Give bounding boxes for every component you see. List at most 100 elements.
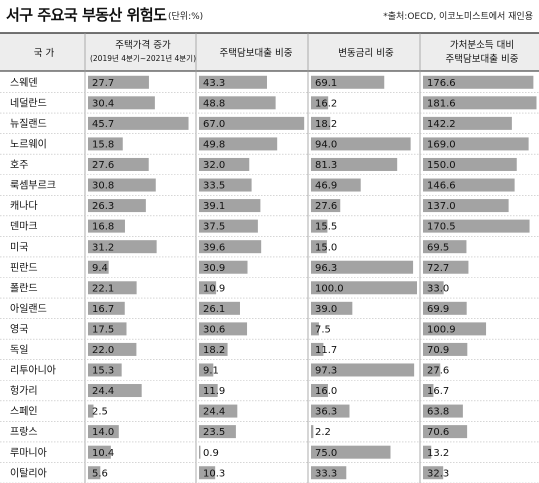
bar-house-price [88, 404, 94, 418]
bar-house-price [88, 240, 157, 254]
country-label: 독일 [10, 344, 28, 356]
value-label-house-price: 22.0 [92, 345, 114, 356]
value-label-house-price: 16.8 [92, 222, 114, 233]
country-label: 네덜란드 [10, 97, 47, 109]
bar-house-price [88, 96, 155, 110]
bar-mortgage-income [423, 384, 434, 398]
country-label: 노르웨이 [10, 139, 47, 151]
country-label: 폴란드 [10, 282, 38, 294]
bar-mortgage-income [423, 281, 444, 295]
bar-mortgage-share [199, 466, 216, 480]
chart-title: 서구 주요국 부동산 위험도 [6, 6, 167, 24]
bar-variable-rate [311, 116, 331, 130]
bar-variable-rate [311, 342, 324, 356]
value-label-variable-rate: 81.3 [315, 160, 337, 171]
bar-mortgage-share [199, 96, 276, 110]
value-label-mortgage-income: 181.6 [427, 98, 456, 109]
bar-mortgage-income [423, 96, 537, 110]
value-label-mortgage-income: 13.2 [427, 448, 449, 459]
header-background [0, 33, 539, 71]
country-label: 리투아니아 [10, 365, 56, 377]
value-label-variable-rate: 39.0 [315, 304, 337, 315]
value-label-variable-rate: 46.9 [315, 181, 337, 192]
chart-unit: (단위:%) [168, 12, 204, 22]
value-label-mortgage-share: 43.3 [203, 78, 225, 89]
value-label-mortgage-share: 0.9 [203, 448, 219, 459]
value-label-mortgage-income: 33.0 [427, 283, 449, 294]
value-label-mortgage-income: 63.8 [427, 407, 449, 418]
value-label-variable-rate: 16.0 [315, 386, 337, 397]
value-label-mortgage-income: 137.0 [427, 201, 456, 212]
country-label: 룩셈부르크 [10, 180, 56, 192]
bar-mortgage-share [199, 281, 217, 295]
value-label-mortgage-share: 30.9 [203, 263, 225, 274]
value-label-mortgage-income: 70.9 [427, 345, 449, 356]
bar-mortgage-income [423, 240, 467, 254]
value-label-mortgage-share: 33.5 [203, 181, 225, 192]
country-label: 스페인 [10, 406, 38, 418]
value-label-mortgage-income: 69.5 [427, 242, 449, 253]
value-label-mortgage-share: 39.1 [203, 201, 225, 212]
header-col4-line1: 가처분소득 대비 [450, 39, 514, 51]
bar-house-price [88, 425, 119, 439]
bar-mortgage-income [423, 116, 512, 130]
bar-variable-rate [311, 404, 350, 418]
chart-source: *출처:OECD, 이코노미스트에서 재인용 [383, 12, 533, 22]
value-label-house-price: 5.6 [92, 468, 108, 479]
bar-mortgage-share [199, 322, 248, 336]
country-label: 덴마크 [10, 221, 38, 233]
bar-house-price [88, 445, 111, 459]
value-label-house-price: 16.7 [92, 304, 114, 315]
value-label-house-price: 27.7 [92, 78, 114, 89]
bar-mortgage-income [423, 157, 517, 171]
bar-mortgage-share [199, 219, 258, 233]
value-label-house-price: 45.7 [92, 119, 114, 130]
bar-mortgage-income [423, 425, 468, 439]
value-label-mortgage-share: 10.9 [203, 283, 225, 294]
value-label-mortgage-income: 170.5 [427, 222, 456, 233]
bar-house-price [88, 281, 137, 295]
value-label-variable-rate: 97.3 [315, 366, 337, 377]
value-label-house-price: 27.6 [92, 160, 114, 171]
value-label-house-price: 26.3 [92, 201, 114, 212]
country-label: 뉴질랜드 [10, 118, 47, 130]
value-label-house-price: 31.2 [92, 242, 114, 253]
value-label-house-price: 30.4 [92, 98, 114, 109]
value-label-house-price: 30.8 [92, 181, 114, 192]
value-label-variable-rate: 94.0 [315, 140, 337, 151]
value-label-variable-rate: 2.2 [315, 427, 331, 438]
bar-variable-rate [311, 96, 329, 110]
value-label-variable-rate: 100.0 [315, 283, 344, 294]
value-label-mortgage-income: 146.6 [427, 181, 456, 192]
bar-mortgage-share [199, 116, 305, 130]
header-col2: 주택담보대출 비중 [220, 47, 293, 59]
bar-mortgage-income [423, 219, 530, 233]
bar-variable-rate [311, 301, 353, 315]
bar-house-price [88, 219, 125, 233]
value-label-mortgage-share: 39.6 [203, 242, 225, 253]
bar-mortgage-share [199, 404, 238, 418]
value-label-mortgage-share: 9.1 [203, 366, 219, 377]
grid-lines [0, 33, 539, 483]
bar-house-price [88, 178, 156, 192]
bar-house-price [88, 322, 127, 336]
value-label-variable-rate: 15.5 [315, 222, 337, 233]
bar-variable-rate [311, 219, 328, 233]
bar-mortgage-income [423, 178, 515, 192]
bar-variable-rate [311, 466, 347, 480]
value-label-mortgage-income: 142.2 [427, 119, 456, 130]
value-label-mortgage-income: 70.6 [427, 427, 449, 438]
bar-mortgage-share [199, 342, 228, 356]
bar-mortgage-share [199, 384, 218, 398]
value-label-mortgage-share: 67.0 [203, 119, 225, 130]
bar-mortgage-share [199, 137, 278, 151]
value-label-mortgage-share: 11.9 [203, 386, 225, 397]
bar-variable-rate [311, 281, 417, 295]
value-label-mortgage-income: 27.6 [427, 366, 449, 377]
value-label-variable-rate: 11.7 [315, 345, 337, 356]
value-label-variable-rate: 18.2 [315, 119, 337, 130]
bar-mortgage-income [423, 445, 432, 459]
bar-variable-rate [311, 363, 415, 377]
bar-mortgage-share [199, 363, 214, 377]
bar-mortgage-income [423, 199, 509, 213]
